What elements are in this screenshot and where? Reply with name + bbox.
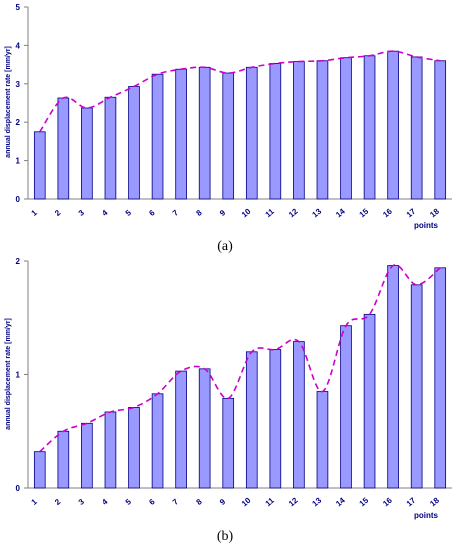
y-tick-label: 2 [16, 118, 21, 127]
trend-line [39, 50, 441, 133]
bar-point-6 [151, 73, 164, 200]
x-tick-label: 7 [171, 497, 181, 507]
bar-point-7 [175, 68, 187, 200]
bar-point-18 [434, 60, 447, 200]
x-tick-label: 2 [53, 208, 63, 218]
x-tick-label: 14 [334, 495, 347, 508]
bar-point-4 [104, 96, 117, 200]
trend-line [39, 264, 441, 453]
x-tick-label: 13 [311, 495, 324, 508]
x-tick-label: 2 [53, 497, 63, 507]
x-tick-label: 5 [124, 497, 134, 507]
x-tick-label: 4 [100, 497, 110, 507]
y-tick-label: 3 [16, 80, 21, 89]
bar-point-2 [57, 97, 70, 200]
x-tick-label: 11 [264, 207, 277, 220]
y-axis-title: annual displacement rate [mm/yr] [5, 318, 12, 430]
bar-point-1 [33, 131, 46, 200]
bar-point-6 [151, 393, 164, 489]
bar-point-8 [198, 368, 211, 489]
x-tick-label: 8 [194, 208, 204, 218]
x-tick-label: 1 [30, 208, 40, 218]
bar-point-2 [57, 430, 70, 489]
bar-point-8 [198, 66, 211, 200]
x-tick-label: 14 [334, 206, 347, 219]
bar-point-17 [410, 56, 423, 200]
bar-point-4 [104, 411, 117, 489]
y-tick-label: 4 [16, 41, 21, 50]
x-tick-label: 17 [405, 495, 418, 508]
bar-point-9 [222, 72, 235, 200]
bar-point-12 [293, 61, 305, 200]
panel-label: (b) [217, 529, 234, 544]
bar-point-14 [340, 325, 352, 489]
y-tick-label: 1 [16, 371, 21, 380]
bar-point-16 [387, 50, 399, 200]
bar-point-15 [363, 313, 376, 489]
bar-point-15 [363, 55, 376, 200]
bar-point-3 [81, 107, 93, 200]
bar-point-13 [316, 60, 329, 200]
bar-point-11 [269, 63, 282, 200]
x-tick-label: 9 [218, 497, 228, 507]
x-tick-label: 10 [240, 495, 253, 508]
x-tick-label: 3 [77, 208, 87, 218]
bar-point-9 [222, 397, 235, 489]
panel-label: (a) [217, 239, 233, 254]
x-tick-label: 10 [240, 206, 253, 219]
x-tick-label: 18 [428, 495, 441, 508]
bar-point-11 [269, 349, 282, 489]
x-tick-label: 16 [381, 495, 394, 508]
x-tick-label: 12 [287, 495, 300, 508]
bar-point-1 [33, 451, 46, 489]
bar-point-18 [434, 267, 447, 489]
bar-point-5 [128, 86, 140, 200]
bar-point-7 [175, 370, 187, 489]
x-tick-label: 6 [147, 208, 157, 218]
bar-point-14 [340, 57, 352, 200]
y-tick-label: 1 [16, 157, 21, 166]
x-tick-label: 15 [358, 495, 371, 508]
x-tick-label: 5 [124, 208, 134, 218]
x-tick-label: 16 [381, 206, 394, 219]
y-tick-label: 2 [16, 257, 21, 266]
x-tick-label: 7 [171, 208, 181, 218]
x-axis-title: points [414, 221, 439, 230]
x-tick-label: 6 [147, 497, 157, 507]
x-tick-label: 12 [287, 206, 300, 219]
bar-point-10 [245, 66, 258, 200]
x-tick-label: 13 [311, 206, 324, 219]
bar-point-17 [410, 284, 423, 489]
x-tick-label: 3 [77, 497, 87, 507]
y-tick-label: 0 [16, 195, 21, 204]
x-tick-label: 4 [100, 208, 110, 218]
bar-point-13 [316, 391, 329, 489]
y-tick-label: 5 [16, 3, 21, 12]
x-tick-label: 11 [264, 496, 277, 509]
x-tick-label: 9 [218, 208, 228, 218]
bar-point-16 [387, 265, 399, 489]
bar-point-12 [293, 341, 305, 489]
y-axis-title: annual displacement rate [mm/yr] [5, 46, 12, 158]
x-tick-label: 18 [428, 206, 441, 219]
x-axis-title: points [414, 511, 439, 520]
y-tick-label: 0 [16, 484, 21, 493]
x-tick-label: 1 [30, 497, 40, 507]
x-tick-label: 17 [405, 206, 418, 219]
bar-point-5 [128, 407, 140, 489]
bar-point-10 [245, 351, 258, 489]
bar-point-3 [81, 422, 93, 489]
x-tick-label: 15 [358, 206, 371, 219]
x-tick-label: 8 [194, 497, 204, 507]
